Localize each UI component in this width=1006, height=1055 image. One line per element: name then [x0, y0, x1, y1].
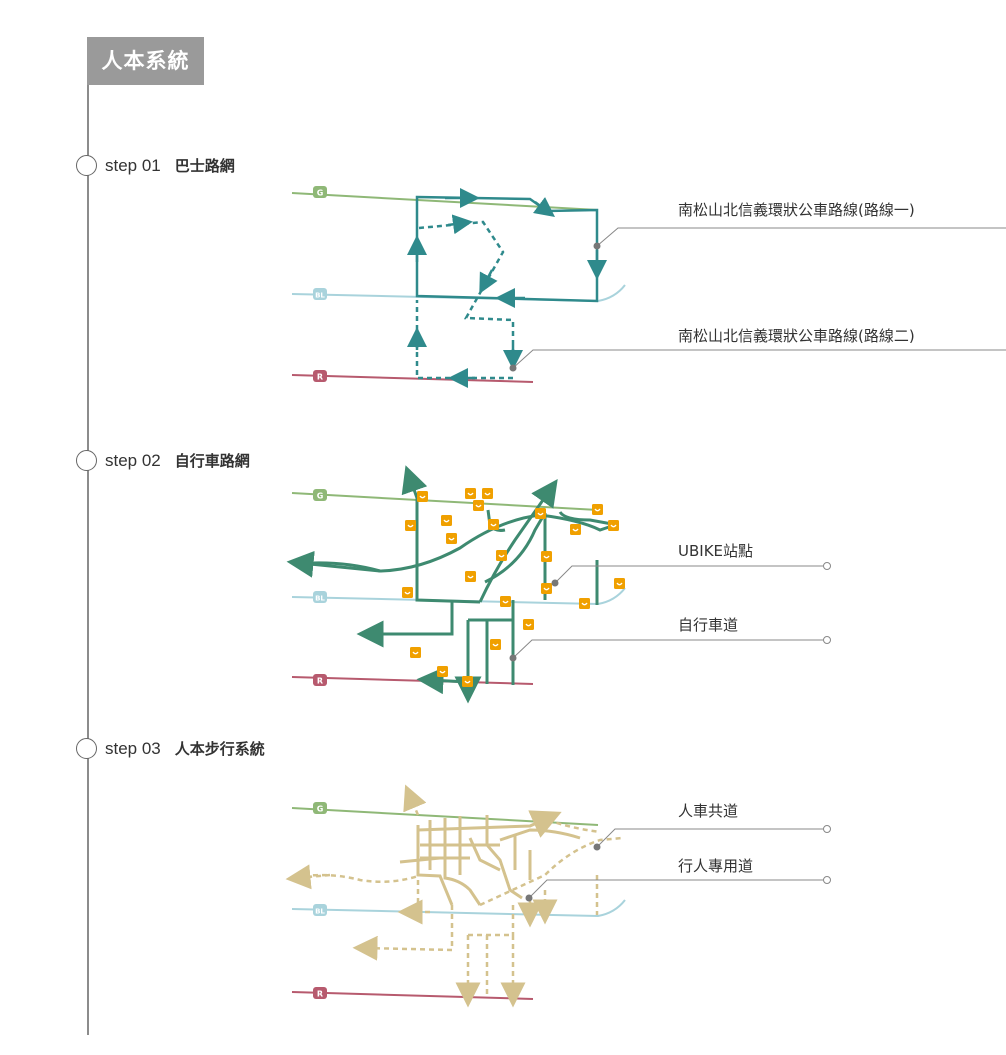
callout-leader-pedestrian [525, 876, 831, 902]
metro-badge-g-2: G [317, 492, 324, 501]
step-3-name: 人本步行系統 [174, 740, 265, 758]
callout-leader-ubike [551, 562, 831, 587]
section-title: 人本系統 [87, 37, 204, 85]
metro-line-r: R [291, 370, 534, 383]
bus-route-2-path [415, 220, 515, 380]
bus-route-1-path [415, 195, 599, 303]
bus-diagram: G BL R [291, 186, 1006, 388]
step-1-number: step 01 [105, 156, 161, 175]
bike-diagram: G BL R [286, 465, 831, 704]
callout-leader-shared-road [593, 825, 831, 851]
callout-pedestrian: 行人專用道 [678, 857, 754, 875]
metro-badge-g-3: G [317, 805, 324, 814]
metro-badge-bl-2: BL [315, 595, 325, 603]
pedestrian-paths [285, 784, 623, 1008]
metro-badge-r-3: R [317, 990, 323, 999]
callout-shared-road: 人車共道 [678, 802, 739, 820]
step-3-marker [76, 738, 97, 759]
step-2-name: 自行車路網 [174, 452, 250, 470]
callout-leader-bus-2 [509, 349, 1006, 372]
metro-badge-g: G [317, 189, 324, 198]
step-1-name: 巴士路網 [174, 157, 235, 175]
callout-bike-lane: 自行車道 [678, 616, 739, 634]
metro-line-g-2: G [291, 489, 599, 511]
shared-roads [399, 810, 581, 906]
metro-line-bl: BL [291, 284, 626, 303]
step-1-marker [76, 155, 97, 176]
callout-leader-bus-1 [593, 227, 1006, 250]
step-2-marker [76, 450, 97, 471]
metro-line-bl-3: BL [291, 899, 626, 918]
metro-badge-bl: BL [315, 292, 325, 300]
metro-badge-r: R [317, 373, 323, 382]
metro-badge-bl-3: BL [315, 908, 325, 916]
metro-line-r-2: R [291, 674, 534, 686]
step-2-number: step 02 [105, 451, 161, 470]
metro-badge-r-2: R [317, 677, 323, 686]
timeline-line [87, 85, 89, 1035]
walk-diagram: G BL R [285, 784, 831, 1008]
callout-leader-bike-lane [509, 636, 831, 662]
bike-lanes [286, 465, 616, 704]
step-1-label: step 01 巴士路網 [105, 155, 235, 176]
step-2-label: step 02 自行車路網 [105, 450, 250, 471]
metro-line-r-3: R [291, 987, 534, 1000]
step-3-label: step 03 人本步行系統 [105, 738, 265, 759]
callout-bus-route-2: 南松山北信義環狀公車路線(路線二) [678, 327, 915, 345]
step-3-number: step 03 [105, 739, 161, 758]
callout-ubike: UBIKE站點 [678, 542, 754, 560]
callout-bus-route-1: 南松山北信義環狀公車路線(路線一) [678, 201, 915, 219]
